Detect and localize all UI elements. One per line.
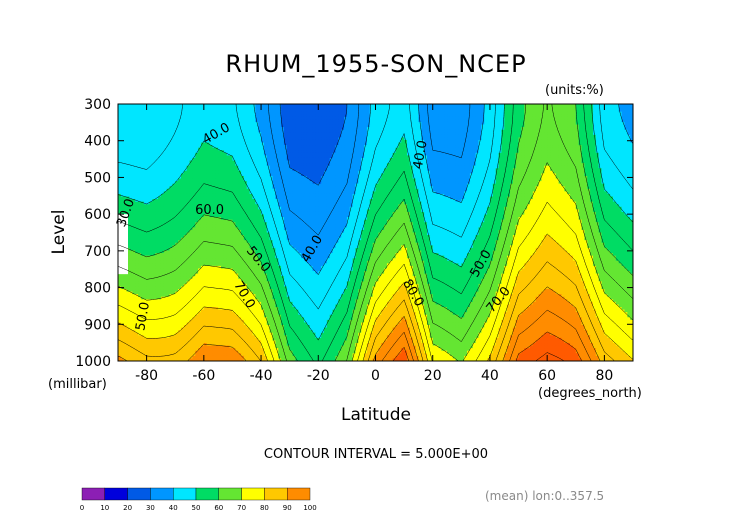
x-tick-label: 40 [481, 368, 499, 384]
legend-tick-label: 0 [80, 504, 84, 512]
y-tick-label: 600 [84, 207, 111, 223]
legend-swatch [82, 488, 105, 500]
legend-tick-label: 80 [260, 504, 269, 512]
y-tick-label: 700 [84, 244, 111, 260]
y-unit-note: (millibar) [48, 377, 107, 392]
legend-swatch [150, 488, 173, 500]
y-tick-label: 900 [84, 317, 111, 333]
contour-interval-note: CONTOUR INTERVAL = 5.000E+00 [264, 447, 488, 462]
x-axis-label: Latitude [341, 405, 411, 425]
y-tick-label: 800 [84, 281, 111, 297]
contour-label: 60.0 [195, 203, 224, 218]
x-tick-label: 20 [424, 368, 442, 384]
legend-tick-label: 60 [214, 504, 223, 512]
legend-tick-label: 90 [283, 504, 292, 512]
legend-swatch [128, 488, 151, 500]
legend-swatch [219, 488, 242, 500]
y-axis-label: Level [49, 210, 69, 255]
legend-tick-label: 40 [169, 504, 178, 512]
legend-swatch [242, 488, 265, 500]
legend-tick-label: 100 [303, 504, 316, 512]
x-tick-label: -60 [192, 368, 215, 384]
y-tick-label: 400 [84, 134, 111, 150]
mean-note: (mean) lon:0..357.5 [485, 489, 604, 503]
legend-tick-label: 20 [123, 504, 132, 512]
y-tick-label: 500 [84, 170, 111, 186]
legend-swatch [196, 488, 219, 500]
legend-tick-label: 30 [146, 504, 155, 512]
y-tick-label: 300 [84, 97, 111, 113]
color-legend: 0 10 20 30 40 50 60 70 80 90 100 [80, 488, 317, 512]
x-tick-label: 0 [371, 368, 380, 384]
legend-swatch [173, 488, 196, 500]
x-tick-label: -80 [135, 368, 158, 384]
legend-tick-label: 10 [100, 504, 109, 512]
legend-swatch [105, 488, 128, 500]
legend-swatch [287, 488, 310, 500]
x-tick-label: 60 [538, 368, 556, 384]
x-tick-label: -40 [250, 368, 273, 384]
legend-tick-label: 70 [237, 504, 246, 512]
units-note: (units:%) [545, 83, 604, 98]
legend-swatch [264, 488, 287, 500]
x-tick-label: -20 [307, 368, 330, 384]
contour-fills [118, 104, 634, 362]
x-unit-note: (degrees_north) [538, 386, 642, 401]
legend-tick-label: 50 [192, 504, 201, 512]
x-tick-label: 80 [595, 368, 613, 384]
chart-title: RHUM_1955-SON_NCEP [225, 50, 526, 78]
y-tick-label: 1000 [75, 354, 111, 370]
